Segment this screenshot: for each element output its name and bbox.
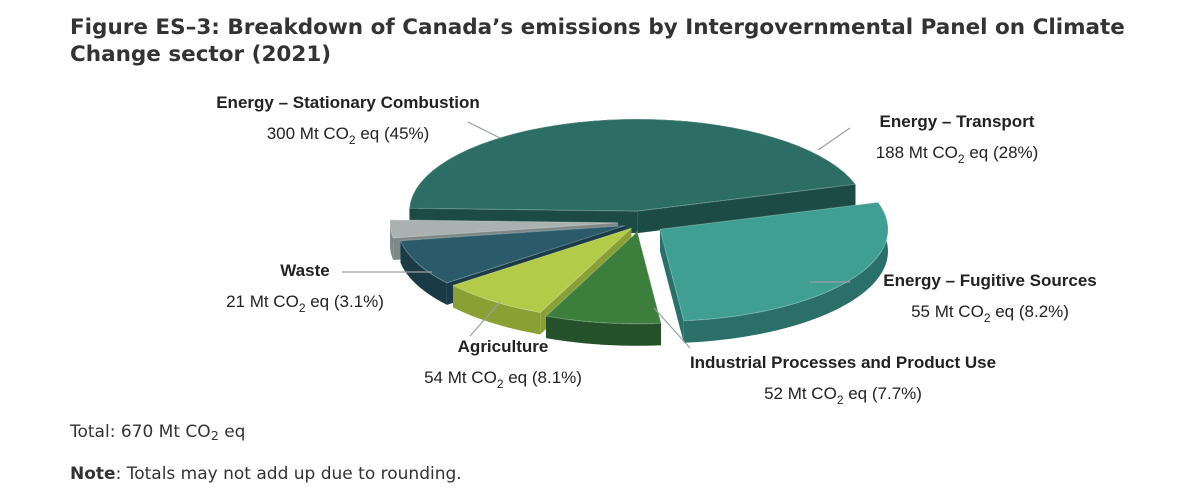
slice-top bbox=[408, 118, 857, 212]
slice-name-label: Energy – Stationary Combustion bbox=[216, 93, 480, 112]
slice-energy-transport bbox=[659, 201, 889, 343]
slice-value-label: 300 Mt CO2 eq (45%) bbox=[267, 124, 430, 147]
slice-top bbox=[659, 201, 889, 322]
slice-rim bbox=[400, 240, 447, 305]
leader-lines bbox=[342, 121, 851, 349]
slice-top bbox=[451, 227, 632, 313]
slice-rim bbox=[390, 219, 394, 260]
slice-value-label: 52 Mt CO2 eq (7.7%) bbox=[764, 384, 922, 407]
pie-slices bbox=[389, 118, 889, 346]
leader-line bbox=[467, 121, 501, 139]
slice-labels: Energy – Stationary Combustion 300 Mt CO2… bbox=[216, 93, 1097, 407]
pie-chart: Energy – Stationary Combustion 300 Mt CO2… bbox=[216, 93, 1097, 407]
slice-top bbox=[545, 230, 662, 325]
slice-rim bbox=[683, 202, 888, 343]
note-label: Note bbox=[70, 464, 116, 484]
slice-energy-stationary-combustion bbox=[408, 118, 857, 234]
slice-name-label: Agriculture bbox=[458, 337, 549, 356]
slice-name-label: Energy – Transport bbox=[880, 112, 1035, 131]
slice-top bbox=[389, 219, 619, 239]
leader-line bbox=[653, 307, 691, 349]
leader-line bbox=[817, 127, 851, 151]
slice-name-label: Waste bbox=[280, 261, 329, 280]
slice-top bbox=[399, 225, 626, 284]
figure-title: Figure ES–3: Breakdown of Canada’s emiss… bbox=[70, 15, 1125, 67]
leader-line bbox=[469, 301, 501, 337]
slice-value-label: 188 Mt CO2 eq (28%) bbox=[876, 143, 1039, 166]
slice-rim bbox=[546, 316, 662, 346]
slice-value-label: 21 Mt CO2 eq (3.1%) bbox=[226, 292, 384, 315]
note: Note: Totals may not add up due to round… bbox=[70, 464, 462, 484]
slice-rim bbox=[453, 285, 541, 335]
total-emissions: Total: 670 Mt CO2 eq bbox=[70, 422, 246, 445]
slice-wall bbox=[660, 229, 684, 343]
note-text: : Totals may not add up due to rounding. bbox=[115, 464, 462, 484]
slice-energy-fugitive-sources bbox=[545, 230, 662, 346]
slice-value-label: 55 Mt CO2 eq (8.2%) bbox=[911, 302, 1069, 325]
slice-wall bbox=[637, 184, 856, 234]
slice-name-label: Energy – Fugitive Sources bbox=[883, 271, 1097, 290]
slice-name-label: Industrial Processes and Product Use bbox=[690, 353, 996, 372]
slice-value-label: 54 Mt CO2 eq (8.1%) bbox=[424, 368, 582, 391]
